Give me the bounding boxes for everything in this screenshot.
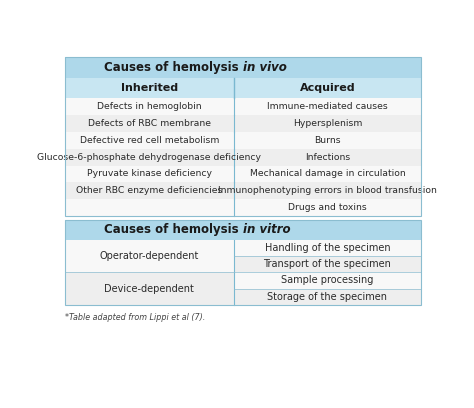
Text: Device-dependent: Device-dependent [104,284,194,294]
Text: Sample processing: Sample processing [281,275,374,286]
Text: Handling of the specimen: Handling of the specimen [264,243,390,253]
Text: Defects of RBC membrane: Defects of RBC membrane [88,119,211,128]
Bar [65,220,421,305]
Text: Pyruvate kinase deficiency: Pyruvate kinase deficiency [87,169,212,178]
Bar [234,289,421,305]
Text: Defects in hemoglobin: Defects in hemoglobin [97,102,201,111]
Text: Transport of the specimen: Transport of the specimen [264,259,392,269]
Bar [234,256,421,272]
Text: Inherited: Inherited [121,83,178,93]
Bar [65,200,421,216]
Text: Causes of hemolysis: Causes of hemolysis [104,61,243,74]
Text: Infections: Infections [305,153,350,162]
Bar [65,57,421,216]
Text: Immune-mediated causes: Immune-mediated causes [267,102,388,111]
Bar [65,98,421,115]
Bar [65,115,421,132]
Bar [234,239,421,256]
Text: Inmunophenotyping errors in blood transfusion: Inmunophenotyping errors in blood transf… [218,186,437,195]
Text: Storage of the specimen: Storage of the specimen [267,292,387,302]
Text: Burns: Burns [314,135,341,144]
Text: Other RBC enzyme deficiencies: Other RBC enzyme deficiencies [76,186,222,195]
Bar [65,166,421,182]
Bar [65,272,234,305]
Text: Operator-dependent: Operator-dependent [100,251,199,261]
Bar [65,57,421,78]
Text: *Table adapted from Lippi et al (7).: *Table adapted from Lippi et al (7). [65,313,205,322]
Text: Drugs and toxins: Drugs and toxins [288,204,367,213]
Bar [65,220,421,239]
Text: Mechanical damage in circulation: Mechanical damage in circulation [249,169,405,178]
Bar [65,149,421,166]
Text: Causes of hemolysis: Causes of hemolysis [104,224,243,236]
Text: Acquired: Acquired [300,83,355,93]
Text: Glucose-6-phosphate dehydrogenase deficiency: Glucose-6-phosphate dehydrogenase defici… [37,153,261,162]
Bar [65,239,234,272]
Text: Defective red cell metabolism: Defective red cell metabolism [80,135,219,144]
Bar [65,78,421,98]
Bar [234,272,421,289]
Bar [65,182,421,200]
Text: Hypersplenism: Hypersplenism [293,119,362,128]
Text: in vivo: in vivo [243,61,287,74]
Text: in vitro: in vitro [243,224,291,236]
Bar [65,132,421,149]
